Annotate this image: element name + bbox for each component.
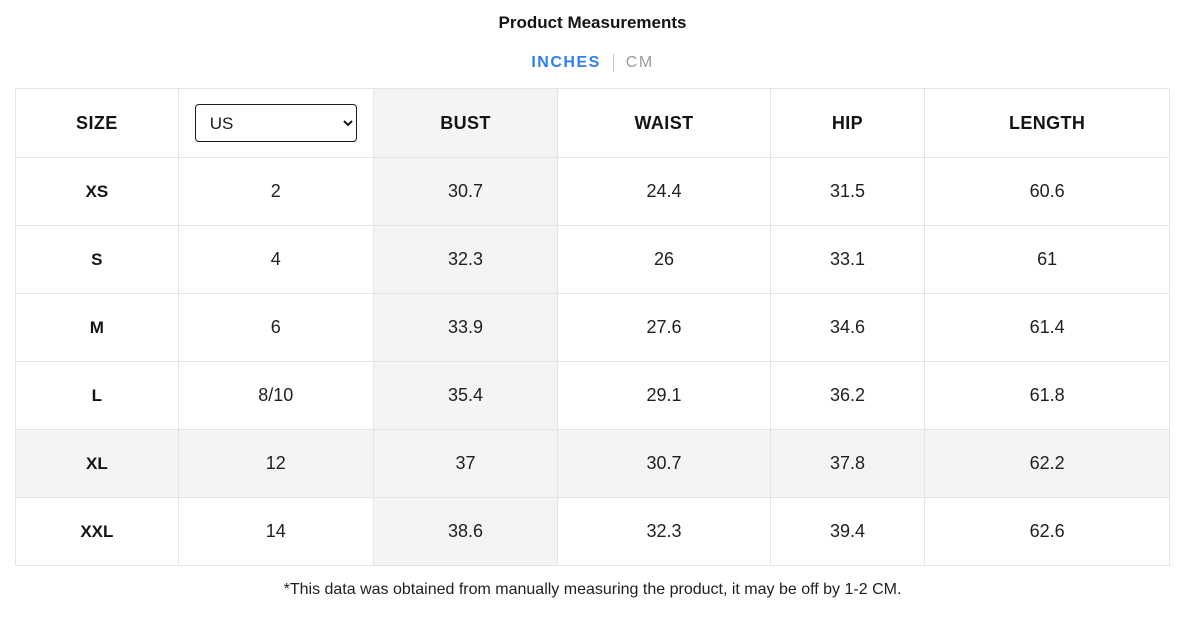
size-label: XL bbox=[15, 429, 179, 498]
waist-value: 29.1 bbox=[557, 361, 771, 430]
waist-value: 27.6 bbox=[557, 293, 771, 362]
unit-cm-button[interactable]: CM bbox=[625, 54, 654, 71]
bust-value: 32.3 bbox=[372, 225, 559, 294]
waist-value: 30.7 bbox=[557, 429, 771, 498]
bust-value: 35.4 bbox=[372, 361, 559, 430]
bust-value: 38.6 bbox=[372, 497, 559, 566]
size-label: L bbox=[15, 361, 179, 430]
us-size-value: 6 bbox=[177, 293, 374, 362]
hip-value: 31.5 bbox=[769, 157, 926, 226]
measurements-table: SIZE US BUST WAIST HIP LENGTH XS 2 30.7 … bbox=[15, 88, 1170, 566]
length-value: 61.4 bbox=[924, 293, 1170, 362]
col-header-hip: HIP bbox=[769, 88, 926, 158]
table-header-row: SIZE US BUST WAIST HIP LENGTH bbox=[15, 88, 1170, 158]
us-size-value: 8/10 bbox=[177, 361, 374, 430]
unit-toggle: INCHES CM bbox=[0, 53, 1185, 72]
col-header-waist: WAIST bbox=[557, 88, 771, 158]
table-row-s: S 4 32.3 26 33.1 61 bbox=[15, 225, 1170, 294]
waist-value: 26 bbox=[557, 225, 771, 294]
hip-value: 36.2 bbox=[769, 361, 926, 430]
size-label: S bbox=[15, 225, 179, 294]
waist-value: 24.4 bbox=[557, 157, 771, 226]
unit-divider bbox=[612, 53, 614, 72]
hip-value: 34.6 bbox=[769, 293, 926, 362]
unit-inches-button[interactable]: INCHES bbox=[531, 54, 601, 71]
length-value: 62.2 bbox=[924, 429, 1170, 498]
table-row-l: L 8/10 35.4 29.1 36.2 61.8 bbox=[15, 361, 1170, 430]
us-size-value: 4 bbox=[177, 225, 374, 294]
us-size-value: 12 bbox=[177, 429, 374, 498]
length-value: 61 bbox=[924, 225, 1170, 294]
col-header-size: SIZE bbox=[15, 88, 179, 158]
hip-value: 37.8 bbox=[769, 429, 926, 498]
table-row-xs: XS 2 30.7 24.4 31.5 60.6 bbox=[15, 157, 1170, 226]
col-header-length: LENGTH bbox=[924, 88, 1170, 158]
us-size-value: 2 bbox=[177, 157, 374, 226]
table-row-xl-highlighted: XL 12 37 30.7 37.8 62.2 bbox=[15, 429, 1170, 498]
page-title: Product Measurements bbox=[498, 13, 687, 32]
length-value: 62.6 bbox=[924, 497, 1170, 566]
col-header-region: US bbox=[177, 88, 374, 158]
table-row-m: M 6 33.9 27.6 34.6 61.4 bbox=[15, 293, 1170, 362]
size-label: M bbox=[15, 293, 179, 362]
bust-value: 30.7 bbox=[372, 157, 559, 226]
hip-value: 33.1 bbox=[769, 225, 926, 294]
col-header-bust: BUST bbox=[372, 88, 559, 158]
us-size-value: 14 bbox=[177, 497, 374, 566]
length-value: 61.8 bbox=[924, 361, 1170, 430]
waist-value: 32.3 bbox=[557, 497, 771, 566]
measurement-disclaimer: *This data was obtained from manually me… bbox=[283, 581, 902, 598]
size-label: XXL bbox=[15, 497, 179, 566]
hip-value: 39.4 bbox=[769, 497, 926, 566]
bust-value: 33.9 bbox=[372, 293, 559, 362]
bust-value: 37 bbox=[372, 429, 559, 498]
size-label: XS bbox=[15, 157, 179, 226]
region-select[interactable]: US bbox=[194, 104, 357, 142]
size-guide-panel: Product Measurements INCHES CM SIZE US B… bbox=[0, 13, 1185, 599]
length-value: 60.6 bbox=[924, 157, 1170, 226]
table-row-xxl: XXL 14 38.6 32.3 39.4 62.6 bbox=[15, 497, 1170, 566]
